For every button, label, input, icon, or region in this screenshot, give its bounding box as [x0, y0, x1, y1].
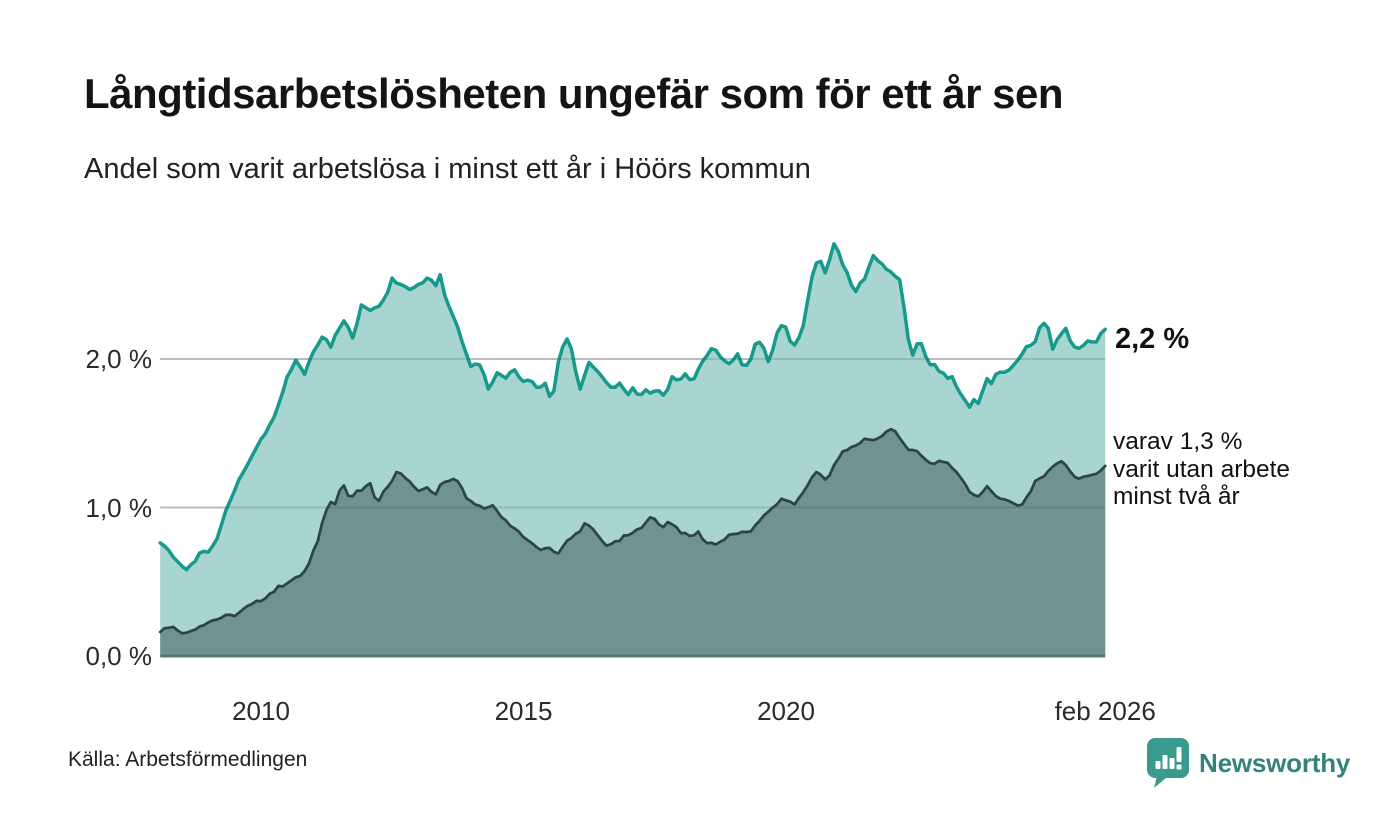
- newsworthy-logo: Newsworthy: [1146, 737, 1350, 789]
- chart-subtitle: Andel som varit arbetslösa i minst ett å…: [84, 153, 811, 185]
- x-axis-tick-2015: 2015: [494, 696, 553, 726]
- source-note: Källa: Arbetsförmedlingen: [68, 748, 308, 771]
- secondary-value-label: varav 1,3 % varit utan arbete minst två …: [1113, 428, 1291, 510]
- x-axis-tick-2010: 2010: [232, 696, 290, 726]
- newsworthy-logo-text: Newsworthy: [1199, 747, 1351, 778]
- newsworthy-logo-icon: [1147, 738, 1189, 788]
- area-fill-unemployed-two-years: [160, 429, 1106, 656]
- line-unemployed-one-year: [158, 242, 1107, 572]
- line-unemployed-two-years: [158, 427, 1107, 635]
- chart-title: Långtidsarbetslösheten ungefär som för e…: [84, 70, 1064, 117]
- y-axis-tick-2: 2,0 %: [85, 344, 153, 374]
- latest-value-label: 2,2 %: [1115, 323, 1190, 355]
- x-axis-tick-2020: 2020: [757, 696, 815, 726]
- x-axis-tick-feb-2026: feb 2026: [1054, 696, 1156, 726]
- y-axis-tick-1: 1,0 %: [85, 492, 153, 523]
- y-axis-tick-0: 0,0 %: [85, 641, 153, 671]
